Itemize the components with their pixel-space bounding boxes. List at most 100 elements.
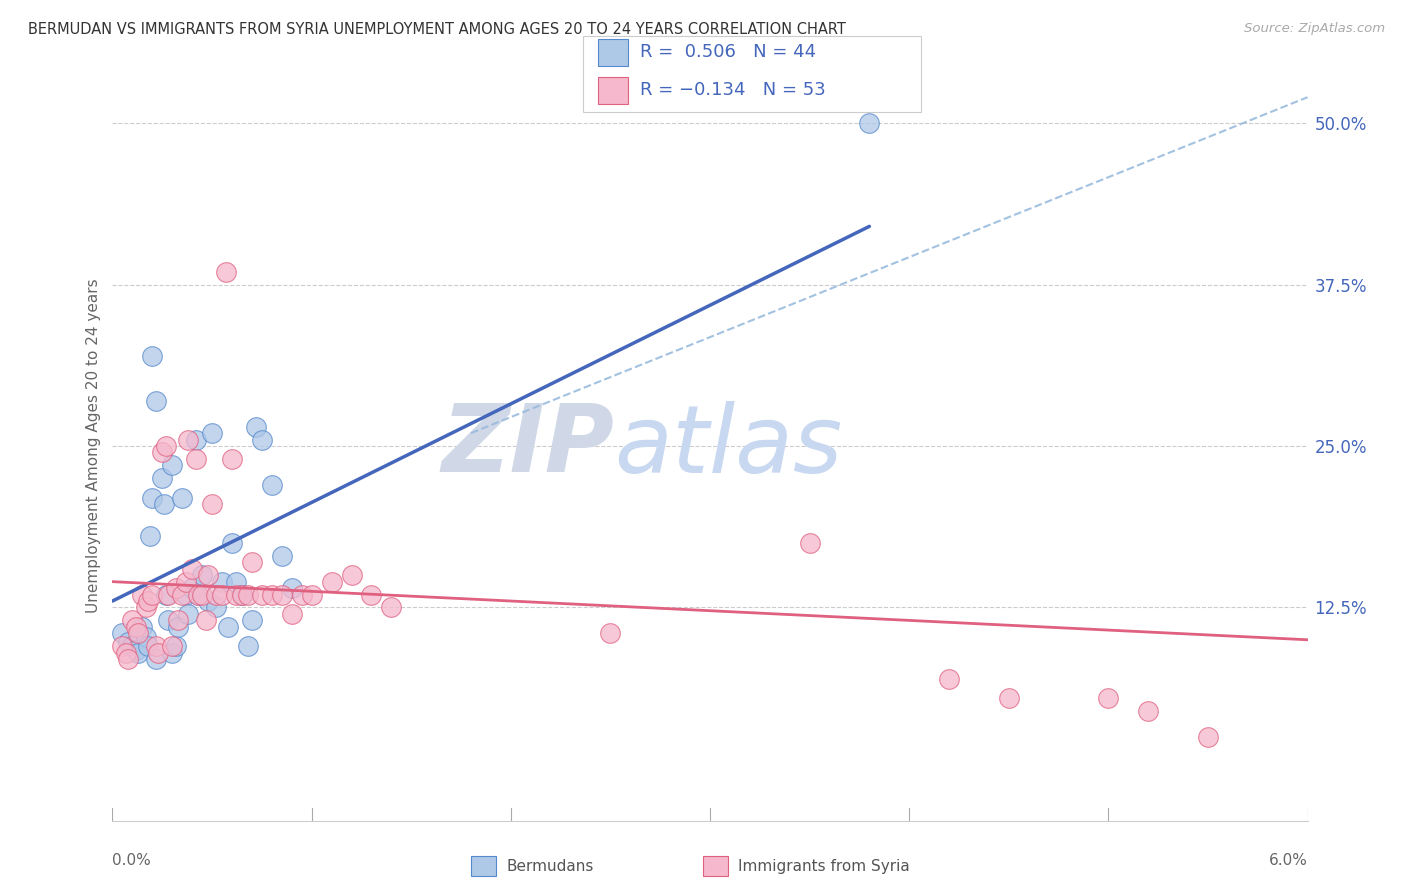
Point xyxy=(177,433,200,447)
Point xyxy=(225,588,247,602)
Point xyxy=(205,600,228,615)
Point xyxy=(260,588,283,602)
Point xyxy=(141,491,163,505)
Point xyxy=(157,614,180,628)
Point xyxy=(167,614,190,628)
Point xyxy=(270,588,292,602)
Point xyxy=(181,581,204,595)
Point xyxy=(145,652,167,666)
Point xyxy=(998,690,1021,705)
Text: atlas: atlas xyxy=(614,401,842,491)
Point xyxy=(187,588,209,602)
Point xyxy=(111,626,134,640)
Point xyxy=(225,574,247,589)
Point xyxy=(215,264,238,278)
Point xyxy=(217,620,239,634)
Point xyxy=(270,549,292,563)
Point xyxy=(281,607,304,621)
Point xyxy=(162,458,183,473)
Point xyxy=(195,614,218,628)
Point xyxy=(131,620,153,634)
Point xyxy=(250,588,273,602)
Point xyxy=(187,588,209,602)
Point xyxy=(111,639,134,653)
Point xyxy=(231,588,253,602)
Point xyxy=(231,588,253,602)
Point xyxy=(201,497,224,511)
Point xyxy=(174,588,197,602)
Point xyxy=(177,607,200,621)
Point xyxy=(115,646,138,660)
Point xyxy=(250,433,273,447)
Point xyxy=(145,639,167,653)
Point xyxy=(153,497,176,511)
Point xyxy=(167,620,190,634)
Point xyxy=(186,433,208,447)
Point xyxy=(127,646,149,660)
Text: R = −0.134   N = 53: R = −0.134 N = 53 xyxy=(640,81,825,99)
Point xyxy=(186,451,208,466)
Point xyxy=(125,620,148,634)
Text: Bermudans: Bermudans xyxy=(506,859,593,873)
Point xyxy=(858,116,880,130)
Point xyxy=(135,630,157,644)
Point xyxy=(191,568,214,582)
Point xyxy=(155,588,177,602)
Point xyxy=(938,672,960,686)
Point xyxy=(205,588,228,602)
Point xyxy=(211,574,233,589)
Point xyxy=(360,588,382,602)
Point xyxy=(260,477,283,491)
Point xyxy=(221,536,243,550)
Point xyxy=(139,529,162,543)
Text: 0.0%: 0.0% xyxy=(112,853,152,868)
Point xyxy=(141,349,163,363)
Point xyxy=(197,568,219,582)
Point xyxy=(380,600,402,615)
Point xyxy=(150,471,173,485)
Y-axis label: Unemployment Among Ages 20 to 24 years: Unemployment Among Ages 20 to 24 years xyxy=(86,278,101,614)
Point xyxy=(121,639,143,653)
Point xyxy=(201,426,224,441)
Point xyxy=(799,536,821,550)
Point xyxy=(599,626,621,640)
Point xyxy=(221,451,243,466)
Point xyxy=(240,614,263,628)
Point xyxy=(162,646,183,660)
Point xyxy=(197,594,219,608)
Point xyxy=(148,646,170,660)
Text: R =  0.506   N = 44: R = 0.506 N = 44 xyxy=(640,44,815,62)
Point xyxy=(150,445,173,459)
Point xyxy=(174,574,197,589)
Point xyxy=(240,555,263,569)
Point xyxy=(157,588,180,602)
Point xyxy=(236,639,259,653)
Point xyxy=(117,652,139,666)
Point xyxy=(172,491,194,505)
Point xyxy=(321,574,343,589)
Point xyxy=(141,588,163,602)
Point xyxy=(135,600,157,615)
Point xyxy=(1097,690,1119,705)
Point xyxy=(121,614,143,628)
Point xyxy=(181,562,204,576)
Text: Immigrants from Syria: Immigrants from Syria xyxy=(738,859,910,873)
Point xyxy=(236,588,259,602)
Point xyxy=(245,419,267,434)
Point xyxy=(165,581,187,595)
Point xyxy=(281,581,304,595)
Point xyxy=(211,588,233,602)
Point xyxy=(172,588,194,602)
Point xyxy=(117,635,139,649)
Text: BERMUDAN VS IMMIGRANTS FROM SYRIA UNEMPLOYMENT AMONG AGES 20 TO 24 YEARS CORRELA: BERMUDAN VS IMMIGRANTS FROM SYRIA UNEMPL… xyxy=(28,22,846,37)
Point xyxy=(301,588,323,602)
Point xyxy=(1137,704,1160,718)
Point xyxy=(165,639,187,653)
Text: ZIP: ZIP xyxy=(441,400,614,492)
Point xyxy=(340,568,363,582)
Point xyxy=(191,588,214,602)
Point xyxy=(125,643,148,657)
Point xyxy=(145,393,167,408)
Text: Source: ZipAtlas.com: Source: ZipAtlas.com xyxy=(1244,22,1385,36)
Point xyxy=(162,639,183,653)
